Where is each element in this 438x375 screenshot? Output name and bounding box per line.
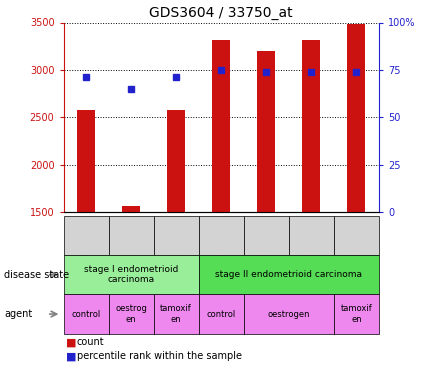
Text: tamoxif
en: tamoxif en <box>160 304 192 324</box>
Text: disease state: disease state <box>4 270 70 280</box>
Text: control: control <box>71 310 101 319</box>
Bar <box>257 51 275 212</box>
Text: ■: ■ <box>66 337 76 347</box>
Text: percentile rank within the sample: percentile rank within the sample <box>77 351 242 361</box>
Text: oestrog
en: oestrog en <box>115 304 147 324</box>
Bar <box>347 24 365 212</box>
Text: tamoxif
en: tamoxif en <box>340 304 372 324</box>
Text: agent: agent <box>4 309 32 319</box>
Text: ■: ■ <box>66 351 76 361</box>
Text: control: control <box>207 310 236 319</box>
Bar <box>122 206 140 212</box>
Text: stage II endometrioid carcinoma: stage II endometrioid carcinoma <box>215 270 362 279</box>
Title: GDS3604 / 33750_at: GDS3604 / 33750_at <box>149 6 293 20</box>
Bar <box>167 110 185 212</box>
Bar <box>302 39 320 212</box>
Text: stage I endometrioid
carcinoma: stage I endometrioid carcinoma <box>84 265 178 284</box>
Text: count: count <box>77 337 104 347</box>
Text: oestrogen: oestrogen <box>268 310 310 319</box>
Bar <box>212 39 230 212</box>
Bar <box>77 110 95 212</box>
